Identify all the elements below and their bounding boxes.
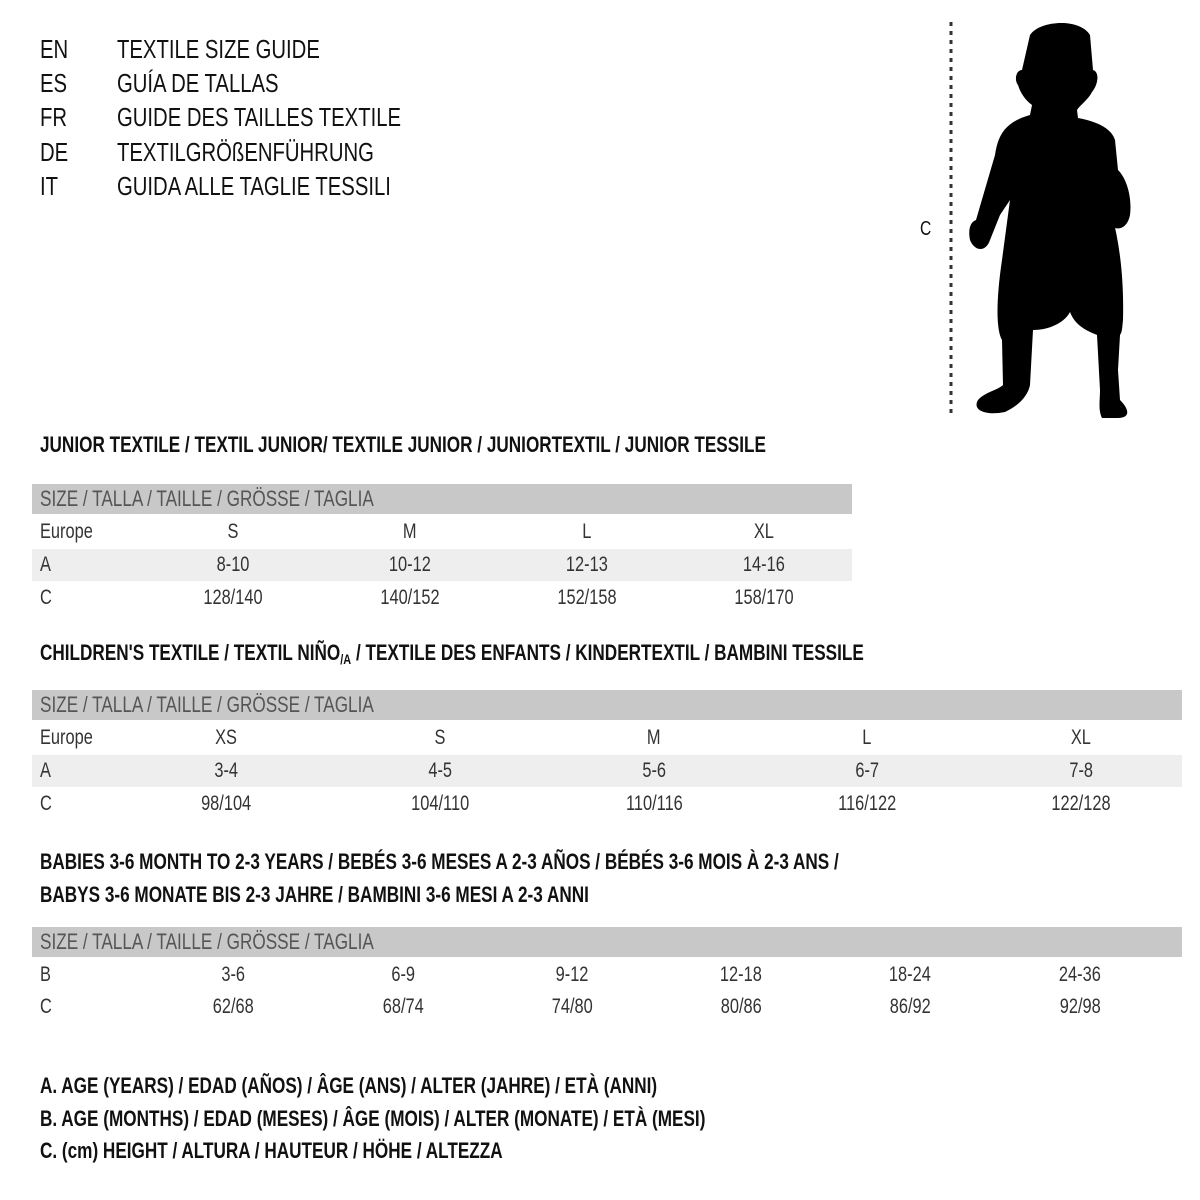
lang-code-de: DE — [40, 137, 69, 167]
table-cell: 98/104 — [200, 792, 252, 815]
table-cell: 128/140 — [203, 586, 263, 609]
table-cell: 10-12 — [389, 553, 431, 576]
table-cell: 14-16 — [743, 553, 785, 576]
table-cell: 4-5 — [428, 759, 452, 782]
table-cell: 24-36 — [1059, 963, 1101, 986]
table-cell: 7-8 — [1069, 759, 1093, 782]
table-cell: 86/92 — [889, 995, 931, 1018]
table-cell: L — [862, 726, 872, 749]
size-header-band: SIZE / TALLA / TAILLE / GRÖSSE / TAGLIA — [32, 690, 1182, 720]
table-cell: 3-6 — [221, 963, 245, 986]
table-cell: 9-12 — [555, 963, 589, 986]
legend-c: C. (cm) HEIGHT / ALTURA / HAUTEUR / HÖHE… — [40, 1138, 503, 1163]
table-row: A 8-10 10-12 12-13 14-16 — [32, 549, 852, 581]
table-cell: 140/152 — [380, 586, 440, 609]
table-cell: 6-7 — [855, 759, 879, 782]
row-label: C — [40, 792, 52, 815]
lang-code-es: ES — [40, 68, 68, 98]
title-de: TEXTILGRÖßENFÜHRUNG — [117, 137, 374, 167]
row-label: C — [40, 586, 52, 609]
table-row: C 98/104 104/110 110/116 116/122 122/128 — [32, 788, 1182, 820]
table-cell: XL — [753, 520, 775, 543]
title-en: TEXTILE SIZE GUIDE — [117, 34, 320, 64]
table-cell: 158/170 — [734, 586, 794, 609]
title-fr: GUIDE DES TAILLES TEXTILE — [117, 102, 402, 132]
table-cell: 152/158 — [557, 586, 617, 609]
row-label: Europe — [40, 726, 93, 749]
table-cell: M — [403, 520, 417, 543]
table-row: Europe S M L XL — [32, 516, 852, 548]
table-cell: 8-10 — [216, 553, 250, 576]
table-cell: XL — [1070, 726, 1092, 749]
table-cell: 110/116 — [625, 792, 683, 815]
row-label: C — [40, 995, 52, 1018]
children-size-table: SIZE / TALLA / TAILLE / GRÖSSE / TAGLIA … — [32, 690, 1182, 820]
size-header-band: SIZE / TALLA / TAILLE / GRÖSSE / TAGLIA — [32, 927, 1182, 957]
table-cell: 3-4 — [214, 759, 238, 782]
table-cell: 6-9 — [391, 963, 415, 986]
table-cell: 18-24 — [889, 963, 931, 986]
babies-heading-line-2: BABYS 3-6 MONATE BIS 2-3 JAHRE / BAMBINI… — [40, 882, 589, 907]
table-cell: 122/128 — [1051, 792, 1111, 815]
table-cell: 5-6 — [642, 759, 666, 782]
table-cell: S — [434, 726, 446, 749]
junior-size-table: SIZE / TALLA / TAILLE / GRÖSSE / TAGLIA … — [32, 484, 852, 614]
height-measure-label: C — [920, 218, 932, 240]
table-row: C 62/68 68/74 74/80 80/86 86/92 92/98 — [32, 991, 1182, 1023]
legend-a: A. AGE (YEARS) / EDAD (AÑOS) / ÂGE (ANS)… — [40, 1073, 658, 1098]
child-silhouette-figure — [949, 22, 1131, 418]
table-cell: S — [227, 520, 239, 543]
title-es: GUÍA DE TALLAS — [117, 68, 279, 98]
children-heading: CHILDREN'S TEXTILE / TEXTIL NIÑO/A / TEX… — [40, 640, 1096, 667]
lang-code-fr: FR — [40, 102, 68, 132]
row-label: Europe — [40, 520, 93, 543]
table-row: B 3-6 6-9 9-12 12-18 18-24 24-36 — [32, 959, 1182, 991]
child-silhouette-icon — [969, 22, 1131, 418]
table-cell: 80/86 — [720, 995, 762, 1018]
table-row: A 3-4 4-5 5-6 6-7 7-8 — [32, 755, 1182, 787]
children-heading-sub: /A — [340, 651, 352, 667]
table-cell: 74/80 — [551, 995, 593, 1018]
children-heading-main: CHILDREN'S TEXTILE / TEXTIL NIÑO — [40, 640, 341, 665]
table-row: Europe XS S M L XL — [32, 722, 1182, 754]
table-cell: 116/122 — [837, 792, 896, 815]
size-header-band: SIZE / TALLA / TAILLE / GRÖSSE / TAGLIA — [32, 484, 852, 514]
row-label: A — [40, 759, 51, 782]
babies-size-table: SIZE / TALLA / TAILLE / GRÖSSE / TAGLIA … — [32, 927, 1182, 1023]
table-cell: XS — [215, 726, 237, 749]
children-heading-rest: / TEXTILE DES ENFANTS / KINDERTEXTIL / B… — [351, 640, 864, 665]
row-label: A — [40, 553, 51, 576]
legend-b: B. AGE (MONTHS) / EDAD (MESES) / ÂGE (MO… — [40, 1106, 706, 1131]
table-cell: 12-18 — [720, 963, 762, 986]
row-label: B — [40, 963, 51, 986]
junior-heading: JUNIOR TEXTILE / TEXTIL JUNIOR/ TEXTILE … — [40, 432, 766, 457]
table-row: C 128/140 140/152 152/158 158/170 — [32, 582, 852, 614]
table-cell: L — [582, 520, 592, 543]
table-cell: 12-13 — [566, 553, 608, 576]
table-cell: 104/110 — [410, 792, 469, 815]
title-it: GUIDA ALLE TAGLIE TESSILI — [117, 171, 391, 201]
table-cell: 62/68 — [212, 995, 254, 1018]
babies-heading-line-1: BABIES 3-6 MONTH TO 2-3 YEARS / BEBÉS 3-… — [40, 849, 839, 874]
table-cell: 92/98 — [1059, 995, 1101, 1018]
table-cell: M — [647, 726, 661, 749]
lang-code-en: EN — [40, 34, 69, 64]
lang-code-it: IT — [40, 171, 59, 201]
table-cell: 68/74 — [382, 995, 424, 1018]
